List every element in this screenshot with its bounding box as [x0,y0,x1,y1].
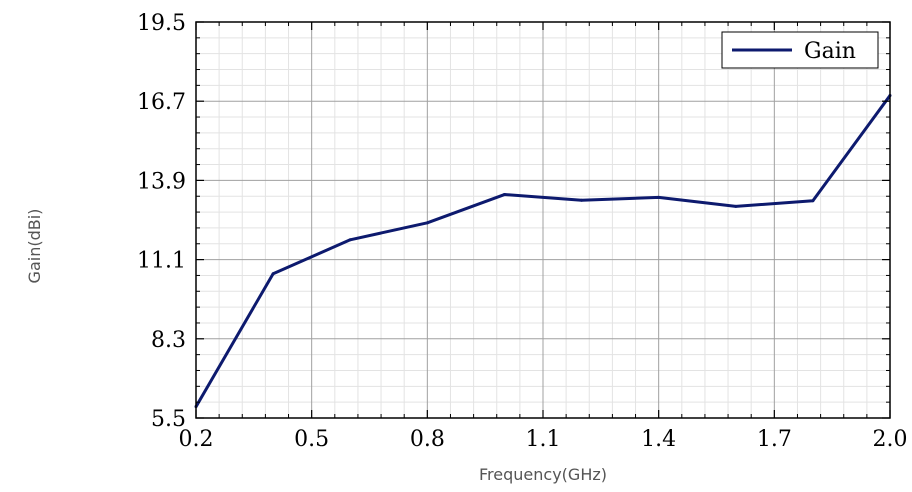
legend-label-gain: Gain [804,39,856,64]
y-tick-label: 8.3 [151,328,186,353]
x-tick-label: 0.5 [294,427,329,452]
y-tick-labels: 5.5 8.3 11.1 13.9 16.7 19.5 [137,11,186,432]
data-point [348,238,352,242]
y-tick-label: 19.5 [137,11,186,36]
x-tick-label: 1.7 [757,427,792,452]
x-tick-labels: 0.2 0.5 0.8 1.1 1.4 1.7 2.0 [179,427,908,452]
data-point [425,221,429,225]
x-tick-label: 1.1 [526,427,561,452]
data-point [580,198,584,202]
legend: Gain [721,31,879,69]
data-point [734,204,738,208]
y-tick-label: 16.7 [137,90,186,115]
x-tick-label: 0.2 [179,427,214,452]
y-axis-title: Gain(dBi) [25,209,44,284]
y-tick-label: 5.5 [151,407,186,432]
x-tick-label: 1.4 [641,427,676,452]
y-tick-label: 11.1 [137,249,186,274]
series-line-gain [194,94,892,408]
data-point [502,193,506,197]
x-tick-label: 0.8 [410,427,445,452]
major-grid [196,22,890,418]
x-tick-label: 2.0 [873,427,908,452]
x-axis-title: Frequency(GHz) [479,465,607,484]
data-point [271,272,275,276]
data-point [657,195,661,199]
y-tick-label: 13.9 [137,169,186,194]
data-point [811,199,815,203]
tick-marks [195,21,891,419]
